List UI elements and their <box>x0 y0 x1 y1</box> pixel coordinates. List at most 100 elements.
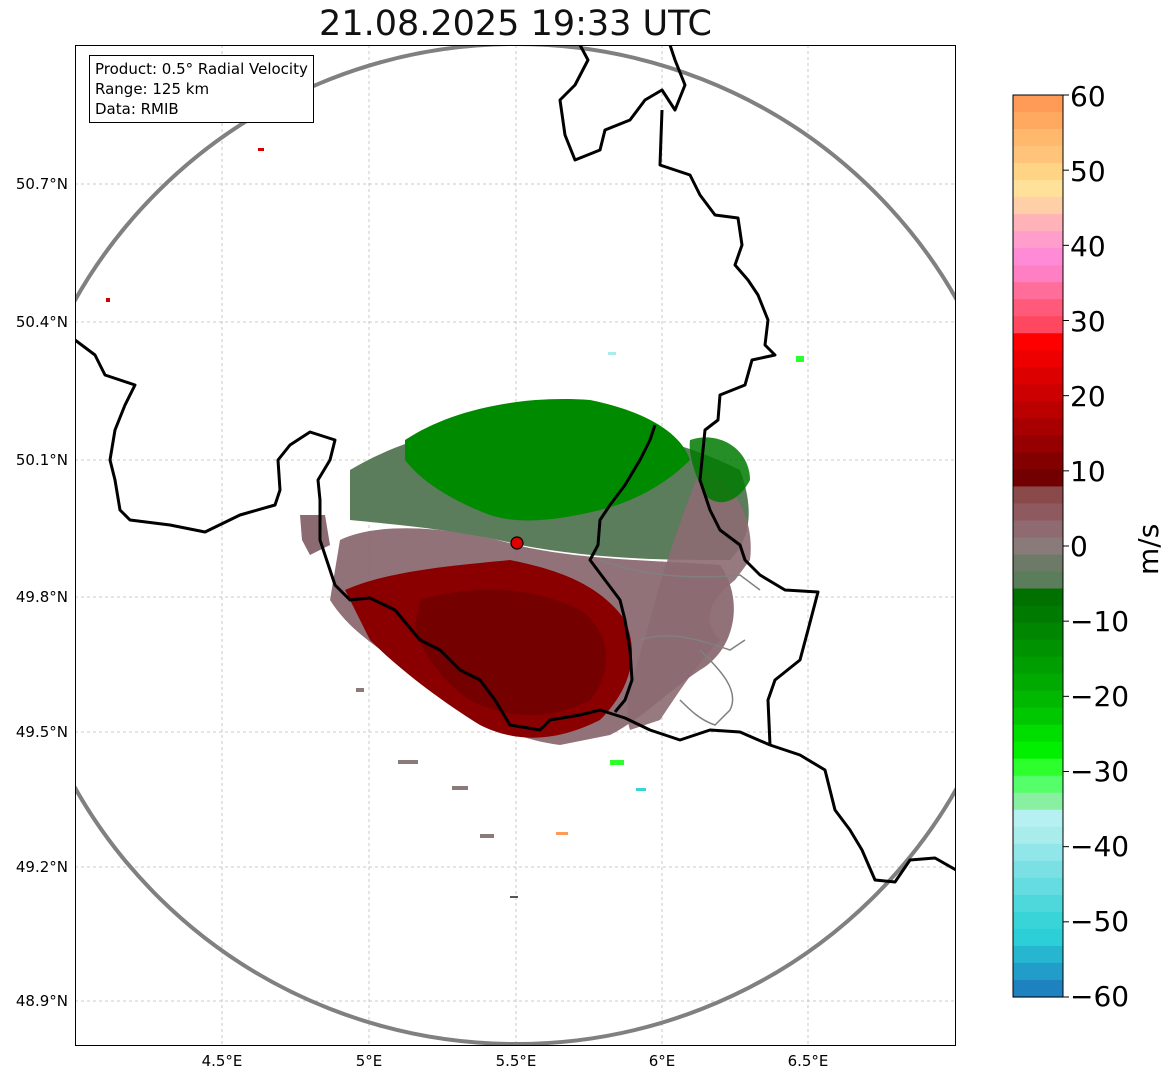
colorbar-band <box>1013 860 1063 879</box>
colorbar-band <box>1013 333 1063 351</box>
echo-speck-1 <box>258 148 264 151</box>
colorbar <box>1012 94 1069 998</box>
colorbar-band <box>1013 809 1063 828</box>
colorbar-band <box>1013 775 1063 794</box>
lat-label-3: 49.8°N <box>15 588 68 606</box>
lon-label-0: 4.5°E <box>201 1052 243 1070</box>
echo-speck-6 <box>452 786 468 790</box>
colorbar-band <box>1013 452 1063 471</box>
cb-tick-0: 60 <box>1070 80 1106 113</box>
colorbar-band <box>1013 690 1063 709</box>
echo-inbound-strong <box>405 399 690 521</box>
cb-tick-6: 0 <box>1070 530 1088 563</box>
cb-tick-4: 20 <box>1070 380 1106 413</box>
lon-label-4: 6.5°E <box>787 1052 829 1070</box>
colorbar-band <box>1013 758 1063 777</box>
colorbar-band <box>1013 979 1063 998</box>
radar-site-marker <box>510 536 524 550</box>
border-south-east <box>769 743 956 884</box>
cb-tick-5: 10 <box>1070 455 1106 488</box>
echo-speck-12 <box>356 688 364 692</box>
colorbar-band <box>1013 231 1063 249</box>
lon-label-2: 5.5°E <box>495 1052 537 1070</box>
colorbar-band <box>1013 605 1063 624</box>
info-range: Range: 125 km <box>95 80 210 98</box>
echo-speck-9 <box>636 788 646 791</box>
national-borders <box>75 45 956 884</box>
colorbar-band <box>1013 180 1063 198</box>
echo-speck-7 <box>398 760 418 764</box>
colorbar-band <box>1013 503 1063 522</box>
colorbar-band <box>1013 673 1063 692</box>
echo-east-weak <box>627 470 751 730</box>
cb-tick-7: −10 <box>1070 605 1130 638</box>
cb-tick-3: 30 <box>1070 305 1106 338</box>
echo-northeast-green <box>689 437 750 503</box>
colorbar-band <box>1013 945 1063 964</box>
colorbar-band <box>1013 537 1063 556</box>
lat-label-2: 50.1°N <box>15 451 68 469</box>
echo-speck-4 <box>796 356 804 362</box>
colorbar-band <box>1013 656 1063 675</box>
colorbar-band <box>1013 554 1063 573</box>
colorbar-band <box>1013 248 1063 266</box>
colorbar-band <box>1013 639 1063 658</box>
colorbar-band <box>1013 401 1063 419</box>
colorbar-band <box>1013 316 1063 334</box>
colorbar-band <box>1013 962 1063 981</box>
colorbar-band <box>1013 520 1063 539</box>
colorbar-band <box>1013 350 1063 368</box>
colorbar-unit: m/s <box>1132 523 1165 575</box>
colorbar-band <box>1013 112 1063 130</box>
lat-label-6: 48.9°N <box>15 992 68 1010</box>
info-box: Product: 0.5° Radial Velocity Range: 125… <box>89 55 314 123</box>
border-north <box>558 45 687 162</box>
colorbar-band <box>1013 724 1063 743</box>
lon-label-1: 5°E <box>355 1052 383 1070</box>
border-mid <box>588 424 657 713</box>
figure-title: 21.08.2025 19:33 UTC <box>319 4 712 44</box>
colorbar-band <box>1013 435 1063 453</box>
border-west <box>75 338 771 747</box>
colorbar-band <box>1013 129 1063 147</box>
colorbar-band <box>1013 911 1063 930</box>
lat-label-4: 49.5°N <box>15 723 68 741</box>
colorbar-band <box>1013 214 1063 232</box>
colorbar-band <box>1013 146 1063 164</box>
echo-outbound-core <box>415 589 607 715</box>
echo-speck-3 <box>608 352 616 355</box>
colorbar-band <box>1013 282 1063 300</box>
colorbar-band <box>1013 877 1063 896</box>
colorbar-band <box>1013 792 1063 811</box>
colorbar-band <box>1013 384 1063 402</box>
range-ring <box>75 45 956 1046</box>
echo-speck-5 <box>556 832 568 835</box>
colorbar-band <box>1013 95 1063 113</box>
cb-tick-2: 40 <box>1070 230 1106 263</box>
lon-label-3: 6°E <box>648 1052 676 1070</box>
lat-label-5: 49.2°N <box>15 858 68 876</box>
colorbar-band <box>1013 843 1063 862</box>
colorbar-band <box>1013 707 1063 726</box>
colorbar-band <box>1013 197 1063 215</box>
cb-tick-12: −60 <box>1070 980 1130 1013</box>
colorbar-band <box>1013 588 1063 607</box>
colorbar-band <box>1013 469 1063 488</box>
echo-speck-2 <box>106 298 110 302</box>
colorbar-band <box>1013 741 1063 760</box>
colorbar-band <box>1013 571 1063 590</box>
cb-tick-9: −30 <box>1070 755 1130 788</box>
colorbar-band <box>1013 265 1063 283</box>
colorbar-band <box>1013 826 1063 845</box>
colorbar-band <box>1013 928 1063 947</box>
colorbar-band <box>1013 894 1063 913</box>
lat-label-1: 50.4°N <box>15 313 68 331</box>
info-source: Data: RMIB <box>95 100 179 118</box>
region-border <box>599 559 761 726</box>
colorbar-ticks <box>1063 94 1069 998</box>
border-east-north <box>658 109 820 746</box>
velocity-echoes <box>106 148 804 898</box>
cb-tick-10: −40 <box>1070 830 1130 863</box>
